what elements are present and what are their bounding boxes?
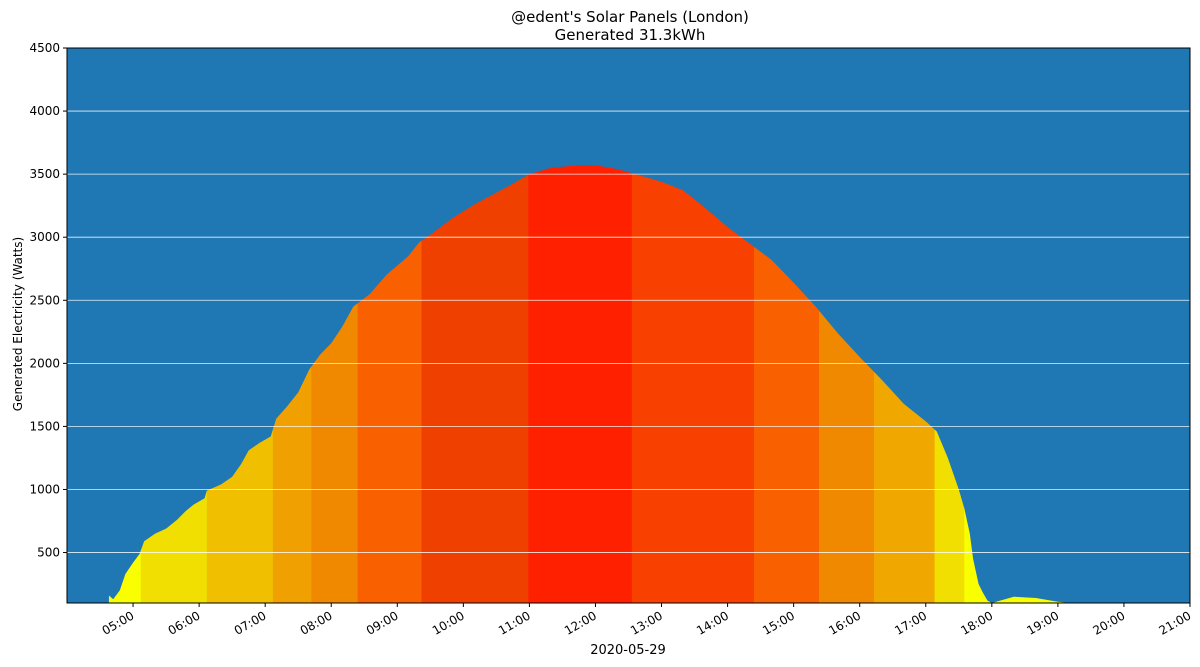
x-tick-label-12: 17:00 bbox=[892, 608, 929, 637]
x-tick-label-14: 19:00 bbox=[1024, 608, 1061, 637]
generation-band-7 bbox=[528, 165, 633, 603]
y-tick-label-2000: 2000 bbox=[29, 356, 60, 370]
x-tick-label-6: 11:00 bbox=[496, 608, 533, 637]
generation-band-6 bbox=[421, 165, 529, 603]
x-tick-label-5: 10:00 bbox=[430, 608, 467, 637]
x-tick-label-4: 09:00 bbox=[364, 608, 401, 637]
x-tick-label-11: 16:00 bbox=[826, 608, 863, 637]
y-tick-label-1000: 1000 bbox=[29, 482, 60, 496]
x-tick-label-10: 15:00 bbox=[760, 608, 797, 637]
plot-frame bbox=[66, 47, 1191, 604]
y-tick-label-3000: 3000 bbox=[29, 230, 60, 244]
chart-subtitle: Generated 31.3kWh bbox=[554, 26, 706, 44]
x-tick-label-16: 21:00 bbox=[1157, 608, 1194, 637]
x-tick-label-9: 14:00 bbox=[694, 608, 731, 637]
x-tick-label-2: 07:00 bbox=[232, 608, 269, 637]
x-tick-label-8: 13:00 bbox=[628, 608, 665, 637]
x-tick-label-1: 06:00 bbox=[166, 608, 203, 637]
y-tick-label-4500: 4500 bbox=[29, 41, 60, 55]
generation-band-8 bbox=[631, 165, 755, 603]
y-tick-label-500: 500 bbox=[37, 546, 60, 560]
x-tick-label-0: 05:00 bbox=[100, 608, 137, 637]
x-tick-label-13: 18:00 bbox=[958, 608, 995, 637]
y-tick-label-1500: 1500 bbox=[29, 419, 60, 433]
chart-title: @edent's Solar Panels (London) bbox=[511, 8, 749, 26]
x-tick-label-7: 12:00 bbox=[562, 608, 599, 637]
x-axis-label: 2020-05-29 bbox=[590, 643, 666, 658]
y-tick-label-4000: 4000 bbox=[29, 104, 60, 118]
x-tick-label-3: 08:00 bbox=[298, 608, 335, 637]
x-tick-label-15: 20:00 bbox=[1090, 608, 1127, 637]
y-tick-label-3500: 3500 bbox=[29, 167, 60, 181]
y-tick-label-2500: 2500 bbox=[29, 293, 60, 307]
